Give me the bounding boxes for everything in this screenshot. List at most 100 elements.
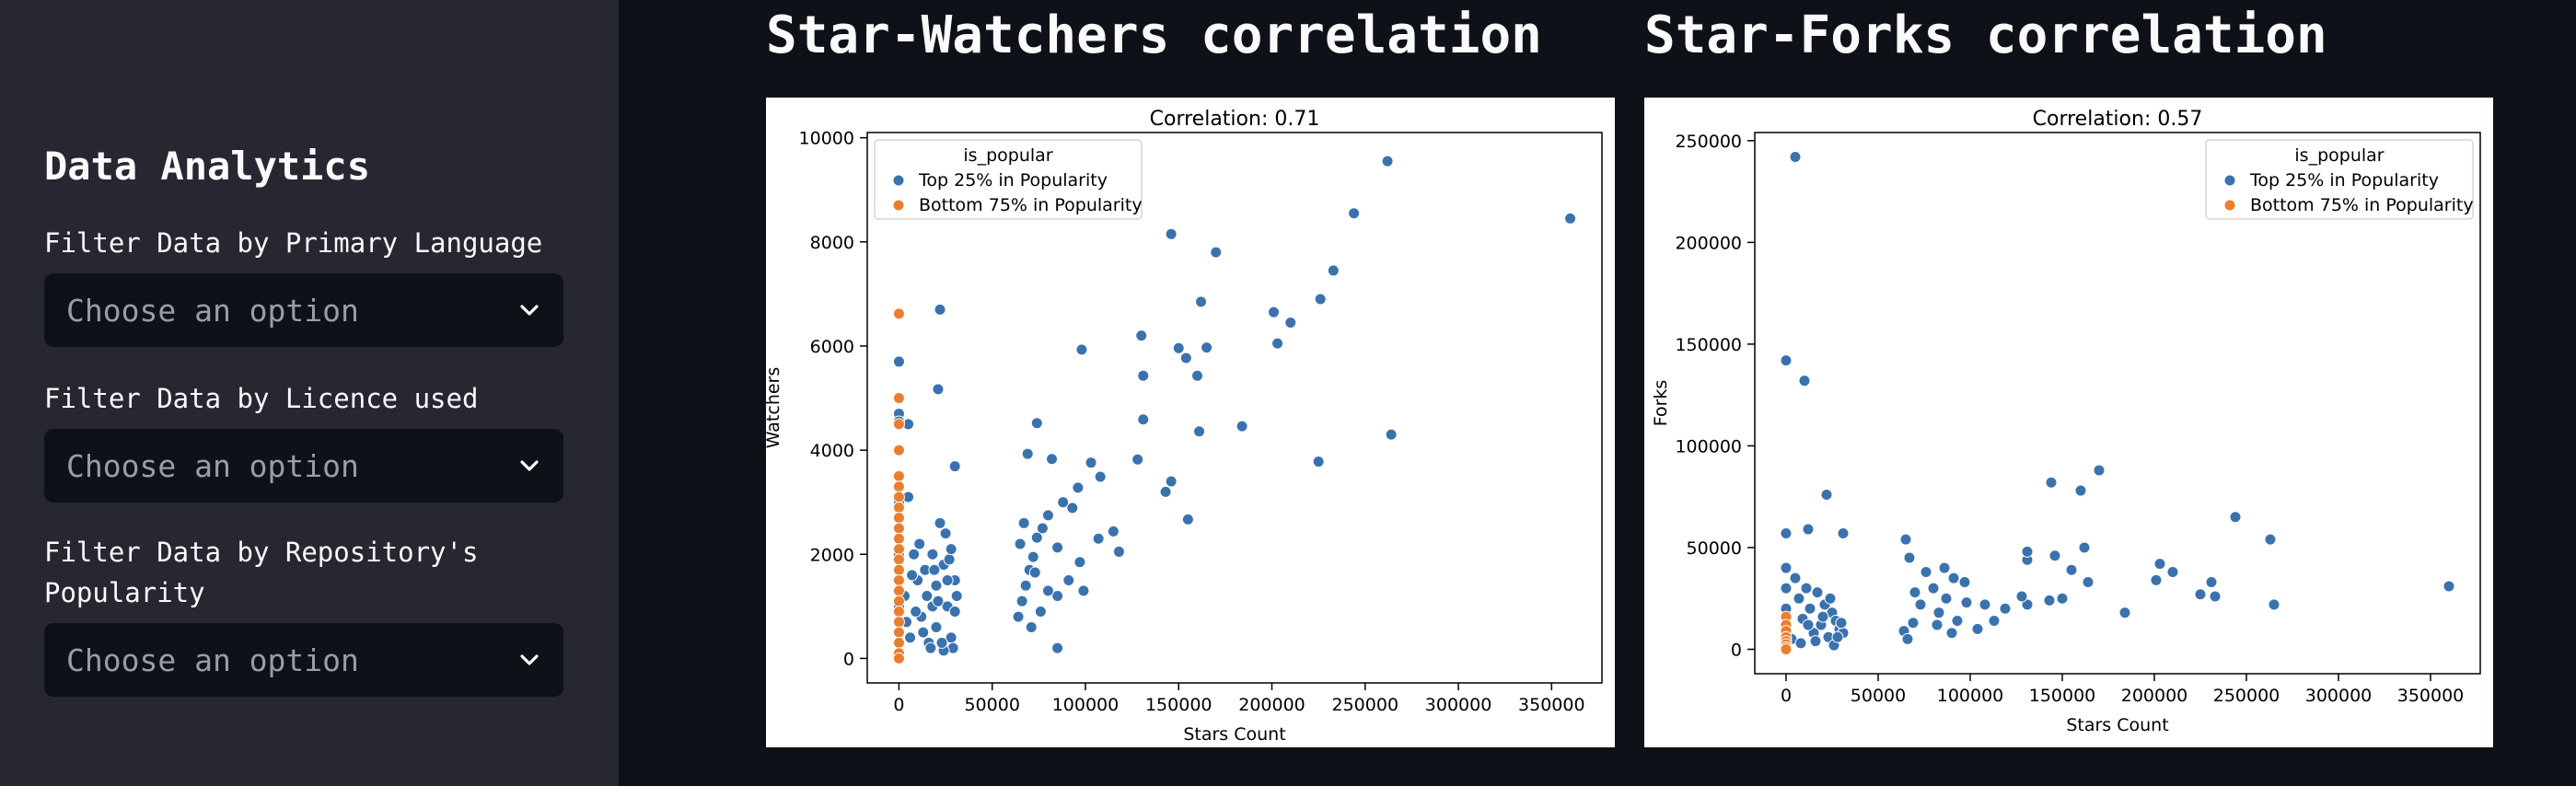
- x-axis-label: Stars Count: [2066, 715, 2168, 735]
- data-point: [948, 460, 961, 473]
- data-point: [892, 616, 905, 629]
- data-point: [1131, 453, 1144, 466]
- data-point: [2074, 484, 2087, 497]
- plot-frame: [866, 132, 1603, 684]
- data-point: [892, 418, 905, 431]
- data-point: [1971, 622, 1984, 635]
- y-tick-label: 2000: [810, 545, 854, 565]
- data-point: [1381, 155, 1394, 168]
- data-point: [1137, 369, 1150, 382]
- data-point: [1789, 151, 1802, 164]
- chevron-down-icon: [517, 648, 541, 672]
- data-point: [1201, 341, 1213, 354]
- x-tick-label: 350000: [2397, 686, 2465, 706]
- data-point: [1041, 509, 1054, 522]
- data-point: [1062, 574, 1075, 587]
- data-point: [1107, 525, 1120, 537]
- data-point: [1811, 586, 1824, 599]
- y-axis-label: Forks: [1651, 380, 1671, 427]
- x-tick-label: 350000: [1518, 695, 1585, 715]
- data-point: [1135, 329, 1148, 342]
- y-tick-label: 250000: [1675, 132, 1742, 152]
- data-point: [932, 595, 945, 607]
- legend-box: [874, 139, 1143, 220]
- language-select-placeholder: Choose an option: [66, 292, 359, 329]
- data-point: [1094, 470, 1107, 483]
- data-point: [1940, 592, 1953, 605]
- data-point: [2268, 598, 2280, 611]
- legend-label: Top 25% in Popularity: [918, 170, 1108, 191]
- data-point: [2082, 576, 2094, 589]
- data-point: [1831, 630, 1844, 643]
- data-point: [892, 469, 905, 482]
- data-point: [1780, 526, 1793, 539]
- data-point: [1927, 582, 1940, 595]
- data-point: [1271, 337, 1284, 350]
- data-point: [1945, 627, 1958, 640]
- data-point: [1385, 428, 1398, 441]
- x-tick-label: 100000: [1937, 686, 2004, 706]
- data-point: [1019, 579, 1032, 592]
- y-tick-label: 8000: [810, 233, 854, 253]
- legend-marker: [892, 174, 905, 187]
- chevron-down-icon: [517, 298, 541, 322]
- data-point: [1999, 602, 2012, 615]
- data-point: [1809, 635, 1822, 648]
- licence-select[interactable]: Choose an option: [44, 429, 563, 503]
- data-point: [1085, 457, 1097, 469]
- sidebar: Data Analytics Filter Data by Primary La…: [0, 0, 619, 786]
- data-point: [2205, 576, 2218, 589]
- data-point: [2056, 592, 2069, 605]
- data-point: [2093, 464, 2106, 477]
- data-point: [892, 605, 905, 618]
- data-point: [892, 512, 905, 525]
- data-point: [1051, 541, 1064, 554]
- data-point: [904, 631, 917, 644]
- data-point: [1800, 582, 1813, 595]
- data-point: [1958, 576, 1971, 589]
- data-point: [1798, 375, 1811, 387]
- data-point: [1092, 532, 1105, 545]
- data-point: [1824, 592, 1837, 605]
- data-point: [1112, 545, 1125, 558]
- data-point: [934, 516, 946, 529]
- data-point: [2150, 573, 2163, 586]
- data-point: [1920, 565, 1932, 578]
- data-point: [892, 355, 905, 368]
- language-select[interactable]: Choose an option: [44, 273, 563, 347]
- x-tick-label: 300000: [2305, 686, 2373, 706]
- data-point: [1820, 488, 1833, 501]
- data-point: [1137, 413, 1150, 426]
- data-point: [892, 595, 905, 607]
- data-point: [1780, 642, 1793, 655]
- data-point: [2118, 607, 2131, 619]
- data-point: [1780, 354, 1793, 367]
- x-tick-label: 150000: [1145, 695, 1213, 715]
- top-25-series: [892, 155, 1577, 660]
- data-point: [1030, 531, 1043, 544]
- data-point: [2065, 563, 2078, 576]
- data-point: [2166, 565, 2179, 578]
- x-tick-label: 0: [893, 695, 904, 715]
- data-point: [1780, 582, 1793, 595]
- licence-filter-label: Filter Data by Licence used: [44, 383, 479, 414]
- x-tick-label: 250000: [1332, 695, 1399, 715]
- data-point: [1794, 637, 1807, 650]
- data-point: [945, 543, 957, 556]
- x-tick-label: 200000: [2121, 686, 2188, 706]
- data-point: [1899, 533, 1912, 546]
- chart-title: Correlation: 0.71: [1150, 108, 1320, 131]
- y-tick-label: 100000: [1675, 436, 1742, 457]
- language-filter-label: Filter Data by Primary Language: [44, 227, 543, 259]
- data-point: [1210, 246, 1223, 259]
- popularity-select[interactable]: Choose an option: [44, 623, 563, 697]
- data-point: [1348, 207, 1361, 220]
- data-point: [1816, 610, 1829, 623]
- y-tick-label: 0: [843, 649, 854, 669]
- data-point: [934, 303, 946, 316]
- data-point: [948, 605, 961, 618]
- data-point: [1960, 596, 1973, 609]
- data-point: [1077, 584, 1090, 597]
- data-point: [892, 636, 905, 649]
- data-point: [2264, 533, 2277, 546]
